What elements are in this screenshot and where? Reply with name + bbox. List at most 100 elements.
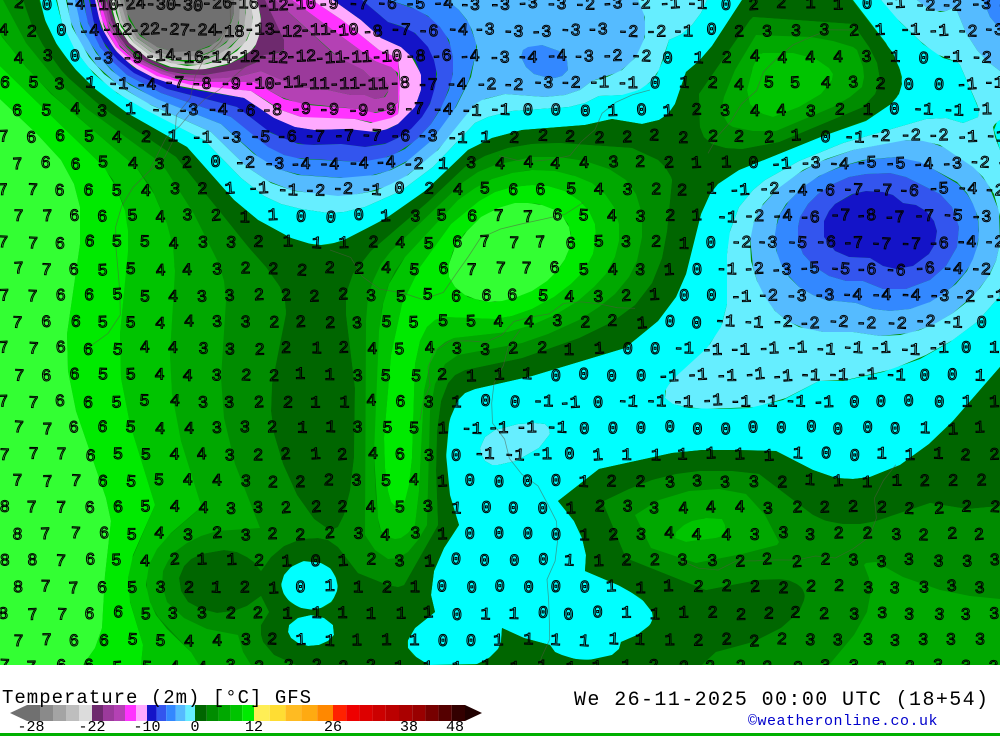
svg-text:-4: -4 — [787, 182, 808, 202]
svg-text:3: 3 — [54, 76, 65, 96]
svg-text:2: 2 — [26, 23, 37, 42]
svg-text:0: 0 — [56, 22, 67, 41]
svg-text:0: 0 — [437, 578, 447, 597]
svg-text:7: 7 — [28, 340, 39, 360]
svg-text:3: 3 — [225, 341, 236, 360]
svg-text:6: 6 — [99, 525, 110, 544]
svg-text:2: 2 — [437, 367, 448, 386]
svg-text:2: 2 — [337, 499, 348, 518]
svg-text:1: 1 — [267, 207, 278, 226]
svg-text:0: 0 — [450, 551, 461, 570]
svg-text:1: 1 — [579, 633, 590, 653]
svg-text:6: 6 — [0, 75, 10, 94]
svg-text:1: 1 — [691, 154, 702, 174]
svg-text:0: 0 — [664, 313, 675, 333]
svg-text:-2: -2 — [799, 315, 820, 335]
svg-text:5: 5 — [125, 315, 135, 334]
svg-text:0: 0 — [325, 209, 336, 229]
svg-text:4: 4 — [550, 155, 561, 175]
svg-text:5: 5 — [538, 287, 549, 306]
svg-text:6: 6 — [68, 419, 79, 439]
svg-text:6: 6 — [55, 236, 65, 255]
svg-text:6: 6 — [535, 182, 546, 201]
svg-text:0: 0 — [353, 207, 364, 226]
svg-text:0: 0 — [563, 606, 574, 626]
svg-text:-14: -14 — [145, 47, 177, 68]
svg-text:6: 6 — [84, 287, 94, 306]
svg-text:-1: -1 — [731, 288, 752, 307]
svg-text:1: 1 — [691, 207, 702, 226]
svg-text:-2: -2 — [984, 182, 1000, 202]
svg-text:3: 3 — [692, 473, 703, 492]
svg-text:2: 2 — [311, 499, 322, 519]
svg-text:-2: -2 — [618, 23, 639, 43]
svg-text:4: 4 — [70, 101, 81, 120]
svg-text:6: 6 — [70, 156, 81, 175]
svg-text:6: 6 — [12, 102, 23, 121]
svg-text:4: 4 — [169, 446, 180, 465]
svg-text:7: 7 — [0, 287, 10, 306]
svg-text:6: 6 — [69, 207, 80, 227]
svg-text:1: 1 — [210, 579, 221, 599]
svg-text:-3: -3 — [756, 234, 777, 254]
svg-text:-3: -3 — [971, 209, 991, 228]
svg-text:1: 1 — [677, 446, 687, 465]
svg-text:3: 3 — [877, 605, 887, 624]
svg-text:1: 1 — [790, 127, 801, 147]
svg-text:2: 2 — [635, 474, 646, 493]
svg-text:2: 2 — [735, 553, 746, 572]
svg-text:-1: -1 — [744, 366, 766, 386]
svg-text:0: 0 — [933, 76, 944, 95]
svg-text:4: 4 — [169, 498, 180, 517]
svg-text:-2: -2 — [476, 76, 496, 95]
svg-text:2: 2 — [184, 580, 194, 599]
svg-text:7: 7 — [495, 260, 506, 280]
svg-text:1: 1 — [863, 102, 874, 121]
svg-text:3: 3 — [719, 474, 730, 494]
svg-text:3: 3 — [465, 155, 477, 175]
svg-text:3: 3 — [763, 500, 774, 519]
svg-text:-3: -3 — [800, 155, 821, 174]
svg-text:6: 6 — [85, 551, 96, 570]
svg-text:-4: -4 — [433, 0, 454, 15]
svg-text:7: 7 — [12, 472, 22, 491]
svg-text:-3: -3 — [93, 50, 114, 69]
svg-text:5: 5 — [154, 472, 165, 491]
svg-text:1: 1 — [353, 579, 364, 598]
svg-text:1: 1 — [521, 366, 532, 386]
svg-text:3: 3 — [848, 74, 860, 94]
svg-text:1: 1 — [437, 420, 448, 439]
svg-text:2: 2 — [254, 342, 265, 361]
svg-text:2: 2 — [241, 367, 252, 387]
svg-text:5: 5 — [141, 606, 152, 625]
svg-text:8: 8 — [0, 552, 10, 571]
svg-text:2: 2 — [141, 129, 152, 148]
svg-text:2: 2 — [181, 154, 192, 174]
svg-text:-24: -24 — [115, 0, 147, 16]
svg-text:4: 4 — [155, 262, 166, 282]
svg-text:7: 7 — [42, 632, 52, 651]
svg-text:1: 1 — [663, 262, 674, 282]
svg-text:3: 3 — [452, 341, 462, 360]
svg-text:0: 0 — [523, 102, 534, 121]
svg-text:1: 1 — [763, 447, 774, 466]
svg-text:6: 6 — [70, 313, 81, 333]
svg-text:-5: -5 — [942, 207, 964, 227]
svg-text:0: 0 — [636, 420, 646, 439]
svg-text:6: 6 — [55, 128, 65, 147]
svg-text:-1: -1 — [151, 102, 172, 122]
svg-text:3: 3 — [848, 552, 859, 572]
svg-text:3: 3 — [225, 234, 236, 254]
svg-text:3: 3 — [648, 500, 659, 519]
svg-text:5: 5 — [409, 420, 420, 439]
svg-text:2: 2 — [509, 130, 520, 149]
svg-text:1: 1 — [804, 472, 815, 492]
svg-text:3: 3 — [182, 207, 192, 226]
svg-text:0: 0 — [523, 579, 533, 598]
svg-text:-6: -6 — [928, 235, 948, 254]
svg-text:0: 0 — [665, 419, 675, 438]
svg-text:-1: -1 — [489, 101, 510, 121]
svg-text:3: 3 — [635, 262, 646, 281]
svg-text:-7: -7 — [417, 77, 438, 96]
svg-text:4: 4 — [155, 209, 166, 228]
